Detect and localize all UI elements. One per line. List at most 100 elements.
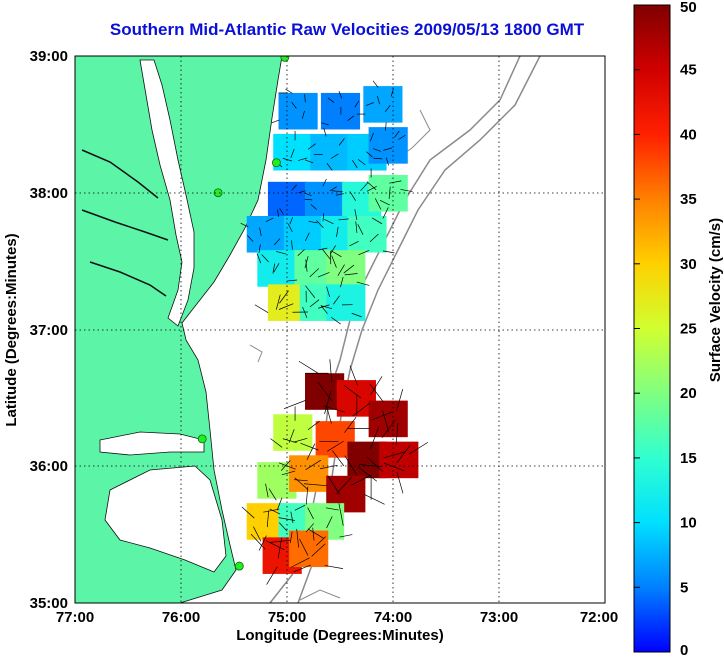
velocity-vector <box>306 443 316 460</box>
y-tick-label: 38:00 <box>30 185 68 202</box>
velocity-vector <box>371 217 383 225</box>
velocity-vector <box>339 534 353 538</box>
velocity-vector <box>357 466 378 482</box>
velocity-vector <box>390 88 394 97</box>
x-tick-label: 76:00 <box>162 609 200 626</box>
albemarle-sound <box>99 431 205 456</box>
colorbar-tick-label: 30 <box>680 256 697 273</box>
velocity-vector <box>340 276 344 288</box>
velocity-vector <box>310 203 317 210</box>
chesapeake-bay <box>139 59 195 327</box>
colorbar-label: Surface Velocity (cm/s) <box>707 218 724 382</box>
velocity-vector <box>273 238 281 246</box>
velocity-vector <box>282 438 297 444</box>
velocity-vector <box>385 157 389 166</box>
velocity-vector <box>269 508 281 515</box>
velocity-vector <box>281 470 296 476</box>
velocity-vector <box>309 268 320 278</box>
velocity-vector <box>322 178 327 187</box>
velocity-vector <box>272 263 276 274</box>
velocity-vector <box>384 104 391 113</box>
velocity-vector <box>344 455 358 476</box>
velocity-vector <box>335 193 344 196</box>
x-tick-label: 77:00 <box>56 609 94 626</box>
velocity-vector <box>282 158 293 162</box>
y-axis-label: Latitude (Degrees:Minutes) <box>3 233 20 426</box>
velocity-vector <box>247 235 254 242</box>
velocity-vector <box>369 383 384 403</box>
velocity-vector <box>316 220 324 229</box>
velocity-vector <box>338 138 345 146</box>
velocity-vectors <box>240 80 428 585</box>
velocity-vector <box>309 299 320 308</box>
velocity-vector <box>278 303 294 310</box>
velocity-vector <box>308 220 318 224</box>
station-marker <box>197 434 207 444</box>
velocity-vector <box>278 522 288 532</box>
x-tick-label: 75:00 <box>268 609 306 626</box>
velocity-vector <box>357 224 364 235</box>
velocity-vector <box>322 213 325 222</box>
velocity-vector <box>324 219 334 225</box>
velocity-vector <box>265 483 269 498</box>
velocity-vector <box>286 279 298 282</box>
velocity-vector <box>331 255 337 268</box>
velocity-vector <box>354 209 358 221</box>
velocity-vector <box>366 151 373 158</box>
velocity-vector <box>337 264 345 276</box>
velocity-vector <box>320 305 333 310</box>
velocity-vector <box>265 217 274 223</box>
y-tick-label: 37:00 <box>30 322 68 339</box>
velocity-vector <box>366 185 377 192</box>
velocity-vector <box>382 207 389 219</box>
velocity-cell <box>289 530 329 568</box>
velocity-vector <box>330 245 336 255</box>
velocity-vector <box>301 110 305 119</box>
velocity-vector <box>398 134 406 140</box>
velocity-vector <box>300 442 319 451</box>
velocity-vector <box>298 190 306 194</box>
velocity-vector <box>254 304 269 314</box>
velocity-vector <box>343 264 355 274</box>
velocity-vector <box>321 122 329 126</box>
velocity-vector <box>383 451 406 459</box>
velocity-vector <box>305 523 315 533</box>
velocity-vector <box>370 376 383 395</box>
velocity-vector <box>318 247 328 251</box>
velocity-cell <box>246 215 286 253</box>
velocity-vector <box>347 115 355 121</box>
velocity-vector <box>373 148 381 152</box>
velocity-vector <box>304 159 314 164</box>
velocity-vector <box>396 471 404 494</box>
velocity-vector <box>253 526 262 542</box>
colorbar-tick-label: 10 <box>680 515 697 532</box>
velocity-cell <box>368 127 408 164</box>
velocity-vector <box>349 365 358 386</box>
velocity-vector <box>385 122 387 131</box>
velocity-vector <box>326 286 330 297</box>
x-tick-label: 72:00 <box>580 609 618 626</box>
velocity-vector <box>289 217 293 225</box>
velocity-vector <box>290 148 295 158</box>
velocity-vector <box>322 249 331 260</box>
x-axis-label: Longitude (Degrees:Minutes) <box>236 627 444 644</box>
colorbar-tick-label: 5 <box>680 579 688 596</box>
velocity-vector <box>305 232 310 242</box>
velocity-vector <box>344 416 357 433</box>
velocity-vector <box>265 540 285 551</box>
velocity-vector <box>338 218 349 221</box>
velocity-vector <box>395 423 399 446</box>
velocity-vector <box>343 384 362 399</box>
velocity-vector <box>294 479 308 482</box>
velocity-vector <box>296 528 299 548</box>
velocity-vector <box>277 537 283 559</box>
velocity-vector <box>270 438 283 448</box>
velocity-cell <box>267 181 308 219</box>
velocity-vector <box>394 130 400 138</box>
velocity-vector <box>326 163 333 171</box>
velocity-vector <box>256 253 262 264</box>
velocity-cell <box>368 174 408 212</box>
velocity-vector <box>382 250 395 254</box>
velocity-cell <box>326 284 366 321</box>
velocity-vector <box>293 564 311 573</box>
